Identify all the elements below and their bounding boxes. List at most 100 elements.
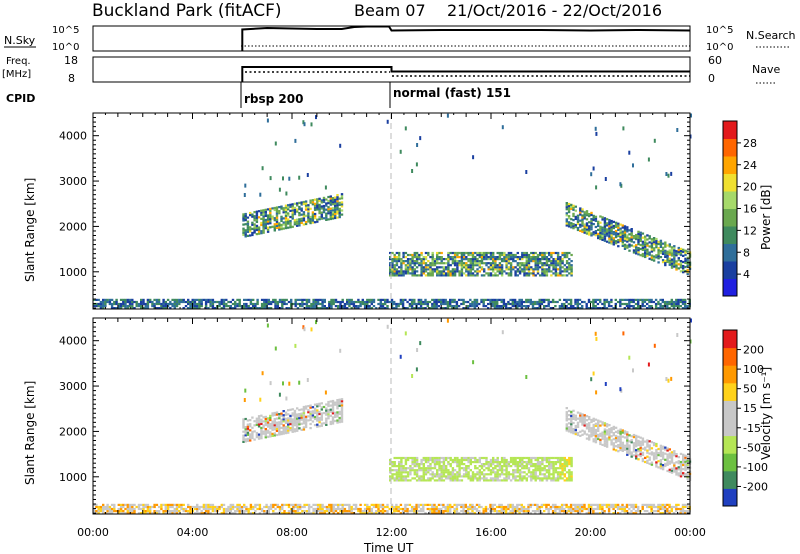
velocity-echo-cell [336, 419, 339, 422]
power-echo-cell [313, 204, 317, 207]
power-echo-cell [612, 237, 615, 240]
velocity-echo-cell [574, 414, 577, 417]
velocity-echo-cell [603, 434, 607, 437]
power-echo-cell [284, 210, 288, 213]
velocity-echo-cell [354, 507, 358, 511]
velocity-echo-cell [433, 507, 436, 511]
power-echo-cell [525, 268, 528, 271]
velocity-echo-cell [419, 503, 423, 506]
velocity-echo-cell [467, 477, 470, 480]
power-echo-cell [504, 307, 508, 310]
velocity-echo-cell [97, 512, 100, 515]
power-echo-cell [209, 298, 212, 301]
velocity-echo-cell [469, 456, 472, 460]
power-echo-cell [262, 229, 265, 232]
power-echo-cell [243, 307, 246, 310]
velocity-echo-cell [304, 417, 308, 420]
power-echo-cell [574, 223, 577, 227]
velocity-echo-cell [249, 503, 253, 506]
power-echo-cell [530, 251, 533, 255]
velocity-echo-cell [252, 512, 255, 515]
power-echo-cell [603, 239, 607, 242]
velocity-echo-cell [207, 505, 210, 509]
power-echo-cell [284, 223, 288, 226]
velocity-echo-cell [238, 507, 241, 511]
power-echo-cell [670, 266, 674, 269]
power-echo-cell [583, 225, 586, 228]
power-echo-cell [131, 300, 134, 304]
velocity-echo-cell [323, 505, 326, 509]
velocity-echo-cell [283, 512, 286, 515]
velocity-echo-cell [202, 505, 206, 509]
velocity-echo-cell [579, 416, 582, 419]
power-echo-cell [648, 253, 651, 256]
power-echo-cell [260, 307, 264, 310]
power-echo-cell [420, 274, 423, 277]
velocity-echo-cell [588, 438, 591, 441]
velocity-echo-cell [668, 454, 671, 457]
power-colorbar-tick-label: 24 [743, 159, 757, 172]
velocity-echo-cell [243, 510, 246, 513]
velocity-echo-cell [249, 435, 252, 438]
power-echo-cell [608, 219, 611, 222]
power-echo-cell [471, 300, 474, 304]
velocity-heatmap [93, 318, 692, 515]
power-echo-cell [401, 302, 405, 306]
velocity-echo-cell [518, 510, 521, 513]
velocity-echo-cell [269, 505, 273, 509]
power-echo-cell [565, 260, 569, 263]
power-echo-cell [621, 244, 624, 247]
power-echo-cell [446, 300, 450, 304]
power-echo-cell [650, 254, 654, 257]
velocity-echo-cell [480, 456, 484, 460]
power-echo-cell [393, 266, 396, 269]
velocity-echo-cell [273, 434, 276, 437]
power-echo-cell [246, 224, 250, 227]
power-echo-cell [316, 208, 319, 211]
velocity-echo-cell [257, 415, 261, 418]
power-echo-cell [467, 274, 470, 277]
power-echo-cell [520, 298, 523, 301]
power-echo-cell [187, 302, 190, 306]
velocity-echo-cell [366, 503, 369, 506]
power-echo-cell [592, 298, 595, 301]
velocity-echo-cell [644, 460, 647, 464]
velocity-echo-cell [427, 477, 430, 480]
velocity-echo-cell [494, 477, 497, 480]
velocity-echo-cell [334, 401, 337, 404]
velocity-echo-cell [119, 507, 123, 511]
power-echo-cell [151, 300, 154, 304]
velocity-echo-cell [608, 432, 611, 435]
velocity-echo-cell [274, 507, 277, 511]
velocity-echo-cell [469, 505, 472, 509]
velocity-echo-cell [673, 466, 676, 469]
velocity-echo-cell [530, 475, 533, 478]
power-echo-cell [278, 212, 281, 215]
velocity-echo-cell [411, 463, 414, 466]
velocity-echo-cell [492, 467, 495, 470]
velocity-echo-cell [476, 477, 479, 480]
power-echo-cell [554, 272, 558, 275]
power-echo-cell [467, 268, 470, 271]
power-echo-cell [330, 302, 333, 306]
power-echo-cell [623, 229, 627, 232]
velocity-echo-cell [655, 442, 658, 446]
velocity-echo-cell [422, 465, 425, 468]
velocity-echo-cell [278, 417, 281, 420]
power-echo-cell [180, 300, 183, 304]
velocity-echo-cell [300, 418, 303, 421]
velocity-echo-cell [218, 505, 221, 509]
velocity-echo-cell [516, 456, 519, 460]
velocity-echo-cell [264, 415, 267, 418]
power-echo-cell [543, 298, 546, 301]
velocity-echo-cell [446, 510, 450, 513]
velocity-echo-cell [487, 465, 490, 468]
velocity-echo-cell [498, 479, 502, 482]
velocity-echo-cell [659, 461, 663, 464]
power-echo-cell [99, 302, 103, 306]
power-echo-cell [590, 234, 593, 237]
power-echo-cell [482, 298, 485, 301]
power-echo-cell [478, 251, 481, 255]
velocity-echo-cell [661, 455, 665, 458]
velocity-echo-cell [442, 467, 446, 470]
